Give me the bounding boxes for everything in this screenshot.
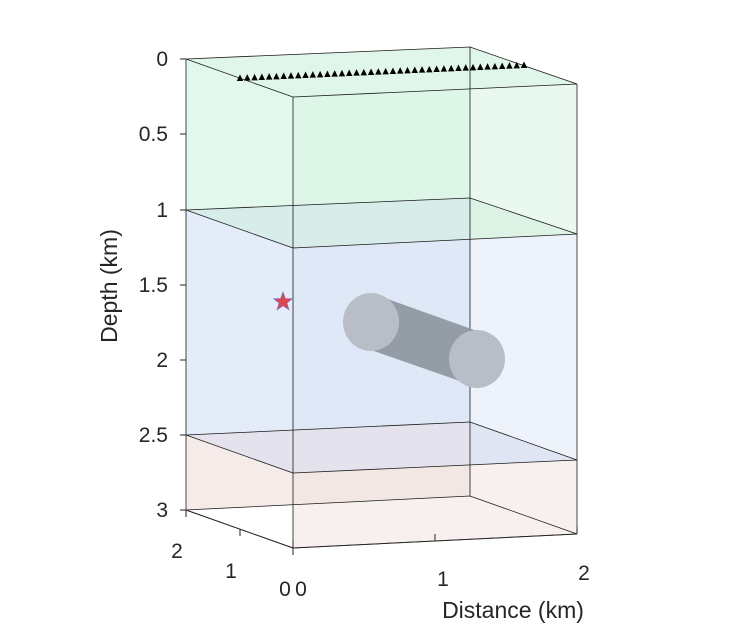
depth-tick-label: 0.5 [139, 123, 168, 146]
lateral-tick-labels: 2 1 0 [171, 540, 291, 601]
distance-axis [292, 527, 578, 549]
receiver-triangle-icon [513, 61, 520, 69]
receiver-triangle-icon [455, 64, 462, 71]
receiver-triangle-icon [302, 71, 309, 78]
distance-tick-label: 0 [295, 578, 307, 601]
distance-tick-label: 2 [578, 562, 590, 585]
receiver-triangle-icon [375, 68, 382, 75]
receiver-array [236, 61, 528, 81]
receiver-triangle-icon [251, 73, 258, 81]
receiver-triangle-icon [338, 69, 346, 77]
receiver-triangle-icon [265, 73, 273, 80]
receiver-triangle-icon [309, 71, 317, 78]
receiver-triangle-icon [491, 62, 499, 70]
receiver-triangle-icon [389, 67, 397, 74]
receiver-triangle-icon [469, 63, 477, 71]
receiver-triangle-icon [404, 66, 411, 74]
receiver-triangle-icon [440, 65, 448, 72]
receiver-triangle-icon [433, 65, 440, 72]
receiver-triangle-icon [295, 71, 302, 79]
boundary-plane-1km [186, 198, 577, 248]
receiver-triangle-icon [382, 67, 389, 75]
receiver-triangle-icon [520, 61, 528, 68]
boundary-plane-2-5km [186, 422, 577, 473]
source-star-icon [272, 291, 294, 311]
edge [185, 197, 578, 249]
receiver-triangle-icon [484, 63, 491, 70]
layer-3-front-face [293, 460, 577, 548]
receiver-triangle-icon [477, 63, 484, 70]
lateral-tick-label: 0 [279, 578, 291, 601]
top-plane [186, 47, 577, 97]
receiver-triangle-icon [280, 72, 287, 79]
receiver-triangle-icon [498, 62, 506, 69]
depth-axis [180, 58, 186, 511]
layer-2-back-face [186, 198, 470, 435]
depth-axis-label: Depth (km) [96, 229, 122, 343]
receiver-triangle-icon [506, 62, 513, 69]
distance-tick-labels: 0 1 2 [295, 562, 590, 601]
receiver-triangle-icon [331, 70, 338, 77]
receiver-triangle-icon [324, 70, 331, 77]
edge [185, 46, 578, 98]
receiver-triangle-icon [447, 64, 455, 72]
lateral-tick-label: 1 [225, 560, 237, 583]
receiver-triangle-icon [287, 72, 295, 79]
depth-tick-label: 1.5 [139, 274, 168, 297]
receiver-triangle-icon [462, 64, 469, 71]
cylinder-anomaly [343, 293, 505, 388]
depth-tick-label: 0 [156, 48, 168, 71]
cylinder-far-cap [343, 293, 399, 351]
receiver-triangle-icon [426, 65, 433, 73]
receiver-triangle-icon [367, 68, 375, 75]
receiver-triangle-icon [353, 69, 360, 76]
lateral-axis [185, 509, 294, 555]
receiver-triangle-icon [418, 66, 426, 73]
receiver-triangle-icon [360, 68, 367, 76]
depth-tick-label: 2 [156, 349, 168, 372]
edge [185, 421, 578, 474]
lateral-tick-label: 2 [171, 540, 183, 563]
receiver-triangle-icon [316, 70, 324, 78]
depth-tick-labels: 0 0.5 1 1.5 2 2.5 3 [139, 48, 168, 522]
depth-tick-label: 1 [156, 199, 168, 222]
distance-tick-label: 1 [437, 568, 449, 591]
receiver-triangle-icon [346, 69, 353, 76]
depth-tick-label: 3 [156, 499, 168, 522]
receiver-triangle-icon [244, 74, 251, 81]
receiver-triangle-icon [397, 67, 404, 74]
receiver-triangle-icon [258, 73, 266, 80]
depth-tick-label: 2.5 [139, 424, 168, 447]
receiver-triangle-icon [273, 72, 280, 80]
receiver-triangle-icon [411, 66, 418, 73]
cylinder-near-cap [449, 330, 505, 388]
receiver-triangle-icon [236, 74, 244, 81]
distance-axis-label: Distance (km) [442, 597, 584, 623]
